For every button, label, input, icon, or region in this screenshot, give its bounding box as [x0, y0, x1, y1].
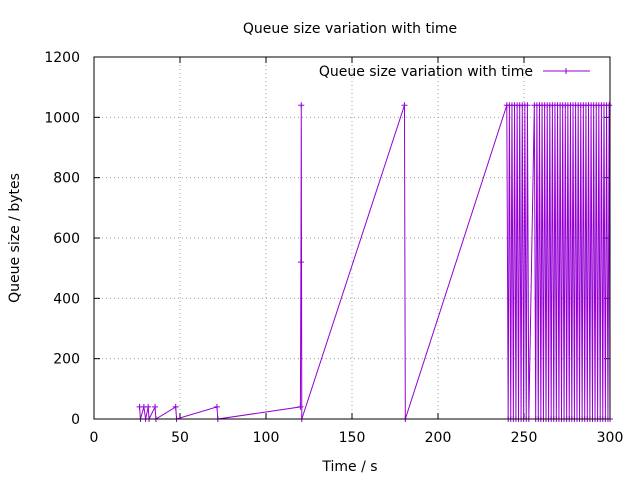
- y-tick-label: 200: [53, 352, 80, 368]
- x-tick-label: 150: [339, 430, 366, 446]
- data-point: [524, 102, 531, 109]
- data-point: [145, 403, 152, 410]
- series-layer: [136, 102, 613, 422]
- legend-marker: [563, 68, 569, 74]
- y-tick-label: 600: [53, 231, 80, 247]
- x-tick-label: 300: [597, 430, 624, 446]
- chart-title: Queue size variation with time: [243, 21, 457, 37]
- data-point: [401, 102, 408, 109]
- x-tick-label: 50: [171, 430, 189, 446]
- legend: Queue size variation with time: [319, 64, 590, 80]
- x-tick-label: 0: [90, 430, 99, 446]
- y-tick-label: 1000: [44, 110, 80, 126]
- data-point: [298, 102, 305, 109]
- legend-label: Queue size variation with time: [319, 64, 533, 80]
- y-tick-label: 1200: [44, 50, 80, 66]
- x-tick-label: 200: [425, 430, 452, 446]
- legend-plus-icon: [563, 68, 569, 74]
- y-tick-label: 800: [53, 171, 80, 187]
- y-tick-label: 400: [53, 291, 80, 307]
- plot-frame: [93, 56, 611, 420]
- x-tick-labels: 0 50 100 150 200 250 300: [90, 430, 624, 446]
- data-point: [606, 102, 613, 109]
- y-tick-labels: 0 200 400 600 800 1000 1200: [44, 50, 80, 428]
- data-point: [172, 403, 179, 410]
- data-point: [297, 403, 304, 410]
- grid-lines: [94, 57, 610, 419]
- data-point: [297, 259, 304, 266]
- data-point: [213, 403, 220, 410]
- x-tick-label: 100: [253, 430, 280, 446]
- y-tick-label: 0: [71, 412, 80, 428]
- x-tick-label: 250: [511, 430, 538, 446]
- x-axis-label: Time / s: [321, 459, 377, 475]
- y-axis-label: Queue size / bytes: [7, 173, 23, 303]
- series-line: [139, 105, 611, 421]
- data-point: [152, 403, 159, 410]
